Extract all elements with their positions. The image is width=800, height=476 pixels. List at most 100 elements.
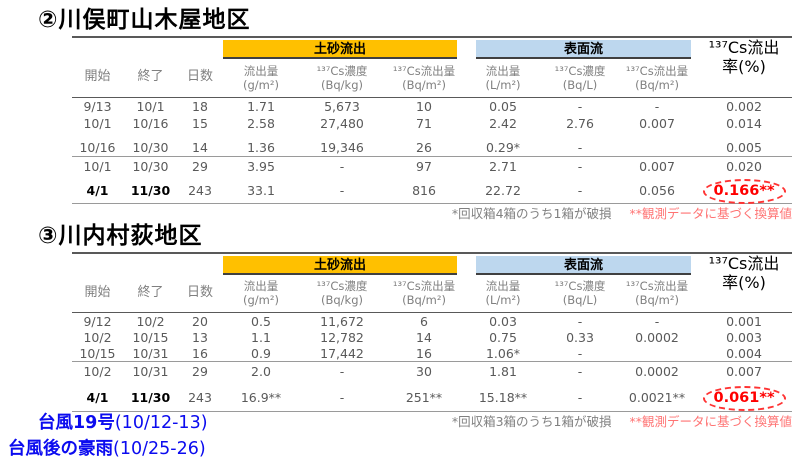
cell: 27,480 (320, 115, 364, 131)
cell: 10/1 (83, 115, 112, 131)
cell: 0.0002 (618, 361, 697, 381)
column-header-row: 開始 終了 日数 流出量 (g/m²) ¹³⁷Cs濃度 (Bq/kg) ¹³⁷Cs流… (72, 274, 792, 313)
cell: 10/31 (123, 361, 178, 381)
cell: - (300, 381, 384, 412)
blank-header (72, 37, 222, 59)
table-row-total: 4/1 11/30 243 33.1 - 816 22.72 - 0.056 0… (72, 175, 793, 204)
table-row: 10/2 10/15 13 1.1 12,782 14 0.75 0.33 0.… (72, 329, 792, 345)
cell: 4/1 (72, 381, 123, 412)
cell: - (577, 139, 583, 155)
cell: 0.061** (696, 381, 793, 412)
cell: - (577, 313, 583, 329)
cell: 11/30 (123, 381, 178, 412)
cell: 0.003 (726, 329, 762, 345)
cell: 0.007 (696, 361, 793, 381)
cell: - (300, 175, 384, 204)
cell: 12,782 (320, 329, 364, 345)
surface-group-cell: 表面流 (464, 37, 696, 59)
sediment-cs-outflow-header: ¹³⁷Cs流出量 (Bq/m²) (384, 274, 465, 313)
cell: 10/2 (83, 329, 112, 345)
surface-group-header: 表面流 (476, 255, 692, 275)
cs-rate-header-line2: 率(%) (722, 272, 766, 292)
section-title-yamakiya: ②川俣町山木屋地区 (38, 7, 251, 33)
cell: 1.06* (485, 345, 521, 361)
sediment-cs-concentration-header: ¹³⁷Cs濃度 (Bq/kg) (300, 59, 384, 98)
cell: 1.36 (247, 139, 275, 155)
damaged-box-note: *回収箱3箱のうち1箱が破損 (451, 414, 612, 429)
cell: - (542, 155, 619, 176)
cell: 29 (178, 361, 222, 381)
cell: 0.0021** (618, 381, 697, 412)
surface-cs-outflow-header: ¹³⁷Cs流出量 (Bq/m²) (618, 274, 697, 313)
cell: 11,672 (320, 313, 364, 329)
cell: 2.76 (566, 115, 594, 131)
cell: 22.72 (464, 175, 543, 204)
sediment-outflow-header: 流出量 (g/m²) (222, 59, 300, 98)
cell: 0.056 (618, 175, 697, 204)
cell: 10/1 (72, 155, 123, 176)
cell: 10/15 (79, 345, 116, 361)
cell: - (654, 98, 660, 114)
cell: 10/31 (132, 345, 169, 361)
cell: 10 (416, 98, 432, 114)
cell: 10/1 (136, 98, 165, 114)
conversion-note: **観測データに基づく換算値 (629, 414, 792, 429)
sediment-group-cell: 土砂流出 (222, 253, 464, 275)
cell: 16.9** (222, 381, 300, 412)
cell: 0.0002 (635, 329, 679, 345)
cell: 10/30 (123, 155, 178, 176)
cell: 251** (384, 381, 465, 412)
cell: 0.020 (696, 155, 793, 176)
cell: 0.007 (639, 115, 675, 131)
cell: - (542, 381, 619, 412)
table-yamakiya: 土砂流出 表面流 ¹³⁷Cs流出 率(%) 開始 終了 日数 流出量 (g/m²)… (72, 36, 793, 204)
cell: 10/15 (132, 329, 169, 345)
cell: 10/2 (72, 361, 123, 381)
cell: 1.1 (251, 329, 271, 345)
cell: 30 (384, 361, 465, 381)
group-header-row: 土砂流出 表面流 ¹³⁷Cs流出 率(%) (72, 252, 793, 313)
table-row: 9/13 10/1 18 1.71 5,673 10 0.05 - - 0.00… (72, 97, 792, 115)
cs-rate-header-line1: ¹³⁷Cs流出 (708, 38, 780, 57)
cell: 0.03 (489, 313, 517, 329)
cell: 13 (192, 329, 208, 345)
cell: 9/13 (83, 98, 112, 114)
sediment-group-header: 土砂流出 (223, 255, 458, 275)
cell (618, 345, 696, 362)
start-header: 開始 (72, 274, 123, 313)
cell: 15.18** (464, 381, 543, 412)
cell: 2.42 (489, 115, 517, 131)
cell: 11/30 (123, 175, 178, 204)
conversion-note: **観測データに基づく換算値 (629, 205, 792, 221)
sediment-outflow-header: 流出量 (g/m²) (222, 274, 300, 313)
table-row: 9/12 10/2 20 0.5 11,672 6 0.03 - - 0.001 (72, 313, 792, 330)
cell: 0.007 (618, 155, 697, 176)
table-row: 10/1 10/16 15 2.58 27,480 71 2.42 2.76 0… (72, 115, 792, 132)
cell: 29 (178, 155, 222, 176)
cell: - (300, 155, 384, 176)
damaged-box-note: *回収箱4箱のうち1箱が破損 (451, 205, 612, 221)
surface-group-header: 表面流 (476, 40, 692, 59)
group-header-row: 土砂流出 表面流 ¹³⁷Cs流出 率(%) (72, 37, 793, 98)
cell: 243 (178, 381, 222, 412)
highlighted-rate-value: 0.166** (702, 178, 786, 204)
cell: 20 (192, 313, 208, 329)
cell: 1.71 (247, 98, 275, 114)
surface-cs-outflow-header: ¹³⁷Cs流出量 (Bq/m²) (618, 59, 697, 98)
column-header-row: 開始 終了 日数 流出量 (g/m²) ¹³⁷Cs濃度 (Bq/kg) ¹³⁷Cs流… (72, 59, 792, 98)
cell: 2.0 (222, 361, 300, 381)
end-header: 終了 (123, 59, 178, 98)
cell: 26 (416, 139, 432, 155)
post-typhoon-rain-note: 台風後の豪雨(10/25-26) (8, 439, 206, 459)
cell: 10/16 (79, 139, 116, 155)
highlighted-rate-value: 0.061** (702, 386, 786, 411)
cell (618, 132, 696, 157)
surface-outflow-header: 流出量 (L/m²) (464, 59, 543, 98)
table-row: 10/2 10/31 29 2.0 - 30 1.81 - 0.0002 0.0… (72, 361, 793, 381)
cell: 14 (416, 329, 432, 345)
cell: 0.014 (726, 115, 762, 131)
cell: 5,673 (324, 98, 360, 114)
cell: 816 (384, 175, 465, 204)
cell: 10/30 (132, 139, 169, 155)
